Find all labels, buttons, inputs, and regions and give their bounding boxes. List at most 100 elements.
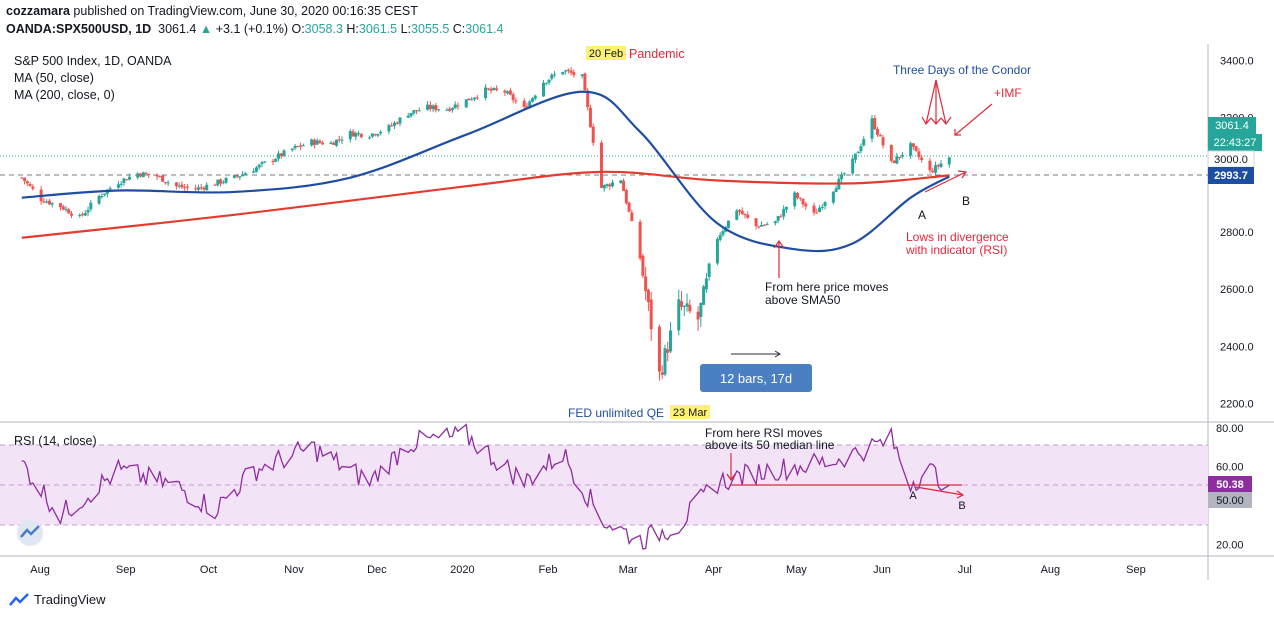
candle-body — [470, 99, 474, 101]
candle-body — [257, 164, 261, 168]
candle-body — [757, 226, 761, 228]
candle-body — [660, 372, 664, 375]
candle-body — [299, 145, 303, 147]
candle-body — [116, 184, 120, 188]
candle-body — [622, 180, 626, 191]
candle-body — [263, 161, 267, 163]
candle-body — [608, 184, 612, 187]
candle-body — [542, 82, 546, 97]
candle-body — [315, 140, 319, 145]
low-value: 3055.5 — [411, 22, 450, 36]
candle-body — [936, 165, 940, 167]
time-tick-9: May — [786, 564, 807, 576]
rsi-value-badge-text: 50.38 — [1216, 479, 1244, 491]
candle-body — [235, 175, 239, 177]
candle-body — [586, 90, 590, 108]
ma200-legend[interactable]: MA (200, close, 0) — [14, 88, 115, 102]
rsi-note-1: From here RSI moves — [705, 426, 822, 440]
candle-body — [611, 182, 615, 187]
candle-body — [194, 188, 198, 190]
candle-body — [831, 191, 835, 203]
candle-body — [321, 142, 325, 145]
open-value: 3058.3 — [304, 22, 343, 36]
price-tick-6: 2200.0 — [1220, 399, 1254, 411]
candle-body — [232, 175, 236, 178]
candle-body — [682, 305, 686, 307]
candle-body — [599, 142, 603, 188]
candle-body — [754, 218, 758, 227]
candle-body — [525, 106, 529, 108]
ma50-legend[interactable]: MA (50, close) — [14, 71, 94, 85]
candle-body — [812, 205, 816, 213]
candle-body — [183, 186, 187, 188]
candle-body — [933, 165, 937, 173]
candle-body — [743, 213, 747, 216]
candle-body — [144, 173, 148, 175]
pandemic-date-highlight — [586, 46, 626, 60]
candle-body — [467, 98, 471, 101]
last-price-badge-text: 3061.4 — [1215, 120, 1249, 132]
rsi-tick-1: 60.00 — [1216, 462, 1244, 474]
price-tick-5: 2400.0 — [1220, 341, 1254, 353]
symbol-label[interactable]: OANDA:SPX500USD, 1D — [6, 22, 152, 36]
ma200-line — [21, 170, 950, 239]
price-axis[interactable]: 3400.03200.03000.02800.02600.02400.02200… — [1220, 55, 1254, 410]
candle-body — [931, 170, 935, 173]
candle-body — [533, 95, 537, 99]
candle-body — [947, 157, 951, 165]
candle-body — [415, 110, 419, 112]
candle-body — [312, 139, 316, 145]
candle-body — [657, 326, 661, 372]
candle-body — [351, 131, 355, 137]
candle-body — [260, 162, 264, 164]
candle-body — [368, 137, 372, 139]
candle-body — [878, 134, 882, 137]
candle-body — [219, 179, 223, 184]
candle-body — [103, 193, 107, 196]
candle-body — [760, 224, 764, 227]
candle-body — [649, 299, 653, 330]
candle-body — [544, 82, 548, 84]
candle-body — [851, 158, 855, 174]
candles-layer — [20, 67, 951, 381]
imf-arrow — [954, 103, 993, 136]
candle-body — [572, 72, 576, 76]
candle-body — [619, 180, 623, 184]
sma50-label-1: From here price moves — [765, 280, 888, 294]
time-axis[interactable]: Aug Sep Oct Nov Dec 2020 Feb Mar Apr May Jun Jul Aug… — [30, 564, 1145, 576]
candle-body — [773, 221, 777, 224]
candle-body — [119, 183, 123, 185]
fed-date-highlight — [670, 405, 710, 419]
candle-body — [580, 74, 584, 76]
candle-body — [663, 348, 667, 375]
tradingview-watermark-icon — [17, 520, 43, 546]
candle-body — [602, 184, 606, 189]
author-name[interactable]: cozzamara — [6, 4, 70, 18]
candle-body — [588, 107, 592, 128]
candle-body — [100, 195, 104, 197]
candle-body — [840, 174, 844, 180]
tradingview-logo-icon — [9, 592, 29, 606]
fed-date: 23 Mar — [673, 407, 708, 419]
candle-body — [870, 118, 874, 139]
candle-body — [928, 160, 932, 171]
candle-body — [765, 223, 769, 225]
candle-body — [630, 212, 634, 222]
candle-body — [86, 209, 90, 213]
bars-range-arrow — [731, 350, 781, 358]
candle-body — [779, 216, 783, 218]
pandemic-date: 20 Feb — [589, 48, 623, 60]
candle-body — [914, 146, 918, 151]
bars-badge-text: 12 bars, 17d — [720, 371, 792, 386]
rsi-tick-3: 20.00 — [1216, 539, 1244, 551]
tradingview-logo[interactable]: TradingView — [8, 592, 106, 607]
candle-body — [464, 99, 468, 108]
candle-body — [801, 199, 805, 205]
candle-body — [627, 202, 631, 212]
rsi-legend[interactable]: RSI (14, close) — [14, 434, 97, 448]
candle-body — [486, 88, 490, 90]
candle-body — [296, 146, 300, 148]
candle-body — [199, 187, 203, 189]
candle-body — [804, 203, 808, 207]
